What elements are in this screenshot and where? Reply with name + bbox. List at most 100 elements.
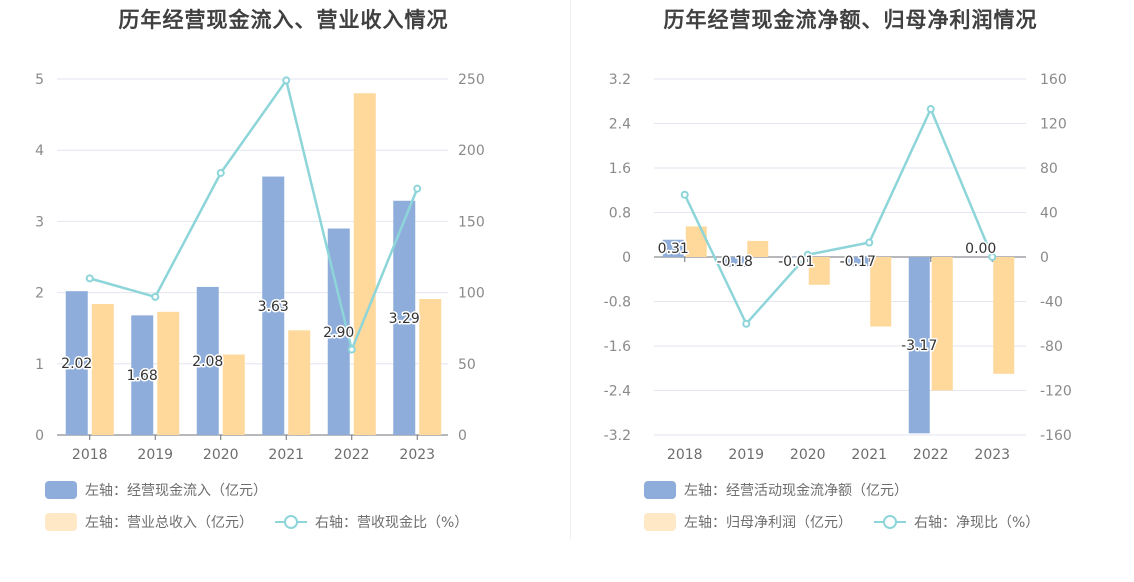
- ratio-point: [151, 292, 160, 301]
- legend-swatch: [45, 513, 77, 531]
- y-left-tick-label: 2.4: [609, 117, 631, 133]
- y-right-tick-label: 120: [1040, 117, 1067, 133]
- ratio-point: [347, 345, 356, 354]
- legend-item[interactable]: 左轴：营业总收入（亿元）: [45, 512, 253, 532]
- chart-plot-net-cash: -3.2 -160 -2.4 -120 -1.6 -80 -0.8 -40 0 0 0.8 40 1.6…: [604, 72, 1072, 463]
- x-tick-label: 2023: [399, 447, 435, 463]
- y-left-tick-label: 1.6: [609, 161, 631, 177]
- ratio-line: [683, 107, 994, 325]
- chart-title: 历年经营现金流入、营业收入情况: [118, 8, 449, 32]
- legend-item[interactable]: 左轴：归母净利润（亿元）: [644, 512, 852, 532]
- legend-line-marker-icon: [874, 513, 906, 531]
- ratio-point: [680, 190, 689, 199]
- x-tick-label: 2020: [203, 447, 239, 463]
- data-label: 0.31: [658, 241, 689, 257]
- bar-orange: [808, 257, 830, 285]
- ratio-point: [988, 253, 997, 261]
- legend-label: 左轴：归母净利润（亿元）: [684, 515, 852, 531]
- y-right-tick-label: -120: [1040, 384, 1072, 400]
- y-left-tick-label: 5: [35, 72, 44, 88]
- y-right-tick-label: -80: [1040, 339, 1063, 355]
- data-label: -0.18: [717, 254, 753, 270]
- bar-blue: [327, 228, 350, 435]
- y-right-tick-label: 150: [458, 214, 485, 230]
- y-right-tick-label: -160: [1040, 428, 1072, 444]
- ratio-point: [85, 274, 94, 283]
- legend-label: 右轴：营收现金比（%）: [315, 515, 469, 531]
- bar-orange: [288, 330, 311, 435]
- bar-blue: [196, 286, 219, 435]
- bar-orange: [91, 303, 114, 435]
- x-tick-label: 2023: [974, 447, 1010, 463]
- ratio-point: [803, 250, 812, 259]
- data-label: 1.68: [127, 368, 158, 384]
- bar-orange: [685, 226, 707, 257]
- data-label: -0.17: [840, 254, 876, 270]
- y-right-tick-label: 100: [458, 286, 485, 302]
- bar-orange: [353, 93, 376, 436]
- x-tick-label: 2018: [72, 447, 108, 463]
- y-right-tick-label: 40: [1040, 206, 1058, 222]
- y-right-tick-label: 0: [1040, 250, 1049, 266]
- legend-swatch: [644, 481, 676, 499]
- y-left-tick-label: 1: [35, 357, 44, 373]
- legend-label: 右轴：净现比（%）: [914, 515, 1040, 531]
- y-left-tick-label: 0.8: [609, 206, 631, 222]
- y-right-tick-label: -40: [1040, 295, 1063, 311]
- legend-row: 左轴：营业总收入（亿元） 右轴：营收现金比（%）: [45, 512, 490, 532]
- y-right-tick-label: 160: [1040, 72, 1067, 88]
- ratio-point: [926, 105, 935, 114]
- bar-orange: [931, 257, 953, 391]
- bar-orange: [157, 311, 180, 435]
- x-tick-label: 2022: [334, 447, 370, 463]
- data-label: 2.08: [192, 354, 223, 370]
- legend-row: 左轴：经营现金流入（亿元）: [45, 480, 289, 500]
- chart-title: 历年经营现金流净额、归母净利润情况: [663, 8, 1038, 32]
- legend-item[interactable]: 右轴：净现比（%）: [874, 512, 1039, 532]
- y-right-tick-label: 80: [1040, 161, 1058, 177]
- bar-blue: [724, 257, 746, 268]
- y-left-tick-label: 3.2: [609, 72, 631, 88]
- x-tick-label: 2022: [913, 447, 949, 463]
- x-tick-label: 2021: [851, 447, 887, 463]
- ratio-point: [742, 319, 751, 328]
- y-left-tick-label: 0: [622, 250, 631, 266]
- legend-label: 左轴：营业总收入（亿元）: [85, 515, 253, 531]
- ratio-line: [89, 79, 419, 351]
- chart-panel-net-cash: 历年经营现金流净额、归母净利润情况 -3.2 -160 -2.4 -120 -1.6 -8…: [567, 0, 1134, 582]
- x-tick-label: 2021: [268, 447, 304, 463]
- data-label: 2.02: [61, 356, 92, 372]
- bar-orange: [870, 257, 892, 327]
- legend-item[interactable]: 左轴：经营现金流入（亿元）: [45, 480, 267, 500]
- x-tick-label: 2018: [667, 447, 703, 463]
- y-left-tick-label: -3.2: [604, 428, 631, 444]
- ratio-point: [865, 238, 874, 247]
- bar-blue: [785, 257, 807, 258]
- legend-line-marker-icon: [275, 513, 307, 531]
- data-label: -3.17: [901, 338, 937, 354]
- y-left-tick-label: -0.8: [604, 295, 631, 311]
- y-right-tick-label: 0: [458, 428, 467, 444]
- x-tick-label: 2020: [790, 447, 826, 463]
- legend-swatch: [45, 481, 77, 499]
- x-tick-label: 2019: [728, 447, 764, 463]
- legend-row: 左轴：归母净利润（亿元） 右轴：净现比（%）: [644, 512, 1061, 532]
- panel-divider: [570, 0, 571, 540]
- y-right-tick-label: 50: [458, 357, 476, 373]
- data-label: 3.29: [389, 311, 420, 327]
- legend-item[interactable]: 右轴：营收现金比（%）: [275, 512, 468, 532]
- y-left-tick-label: -2.4: [604, 384, 631, 400]
- y-left-tick-label: 2: [35, 286, 44, 302]
- y-left-tick-label: 0: [35, 428, 44, 444]
- bar-blue: [393, 200, 416, 435]
- x-tick-label: 2019: [137, 447, 173, 463]
- bar-blue: [908, 257, 930, 434]
- chart-panel-cash-inflow: 历年经营现金流入、营业收入情况 0 0 1 50 2 100 3 150 4 200 5 250 201…: [35, 8, 490, 532]
- legend-item[interactable]: 左轴：经营活动现金流净额（亿元）: [644, 480, 908, 500]
- ratio-point: [282, 76, 291, 85]
- data-label: 2.90: [323, 325, 354, 341]
- y-right-tick-label: 200: [458, 143, 485, 159]
- bar-orange: [993, 257, 1015, 374]
